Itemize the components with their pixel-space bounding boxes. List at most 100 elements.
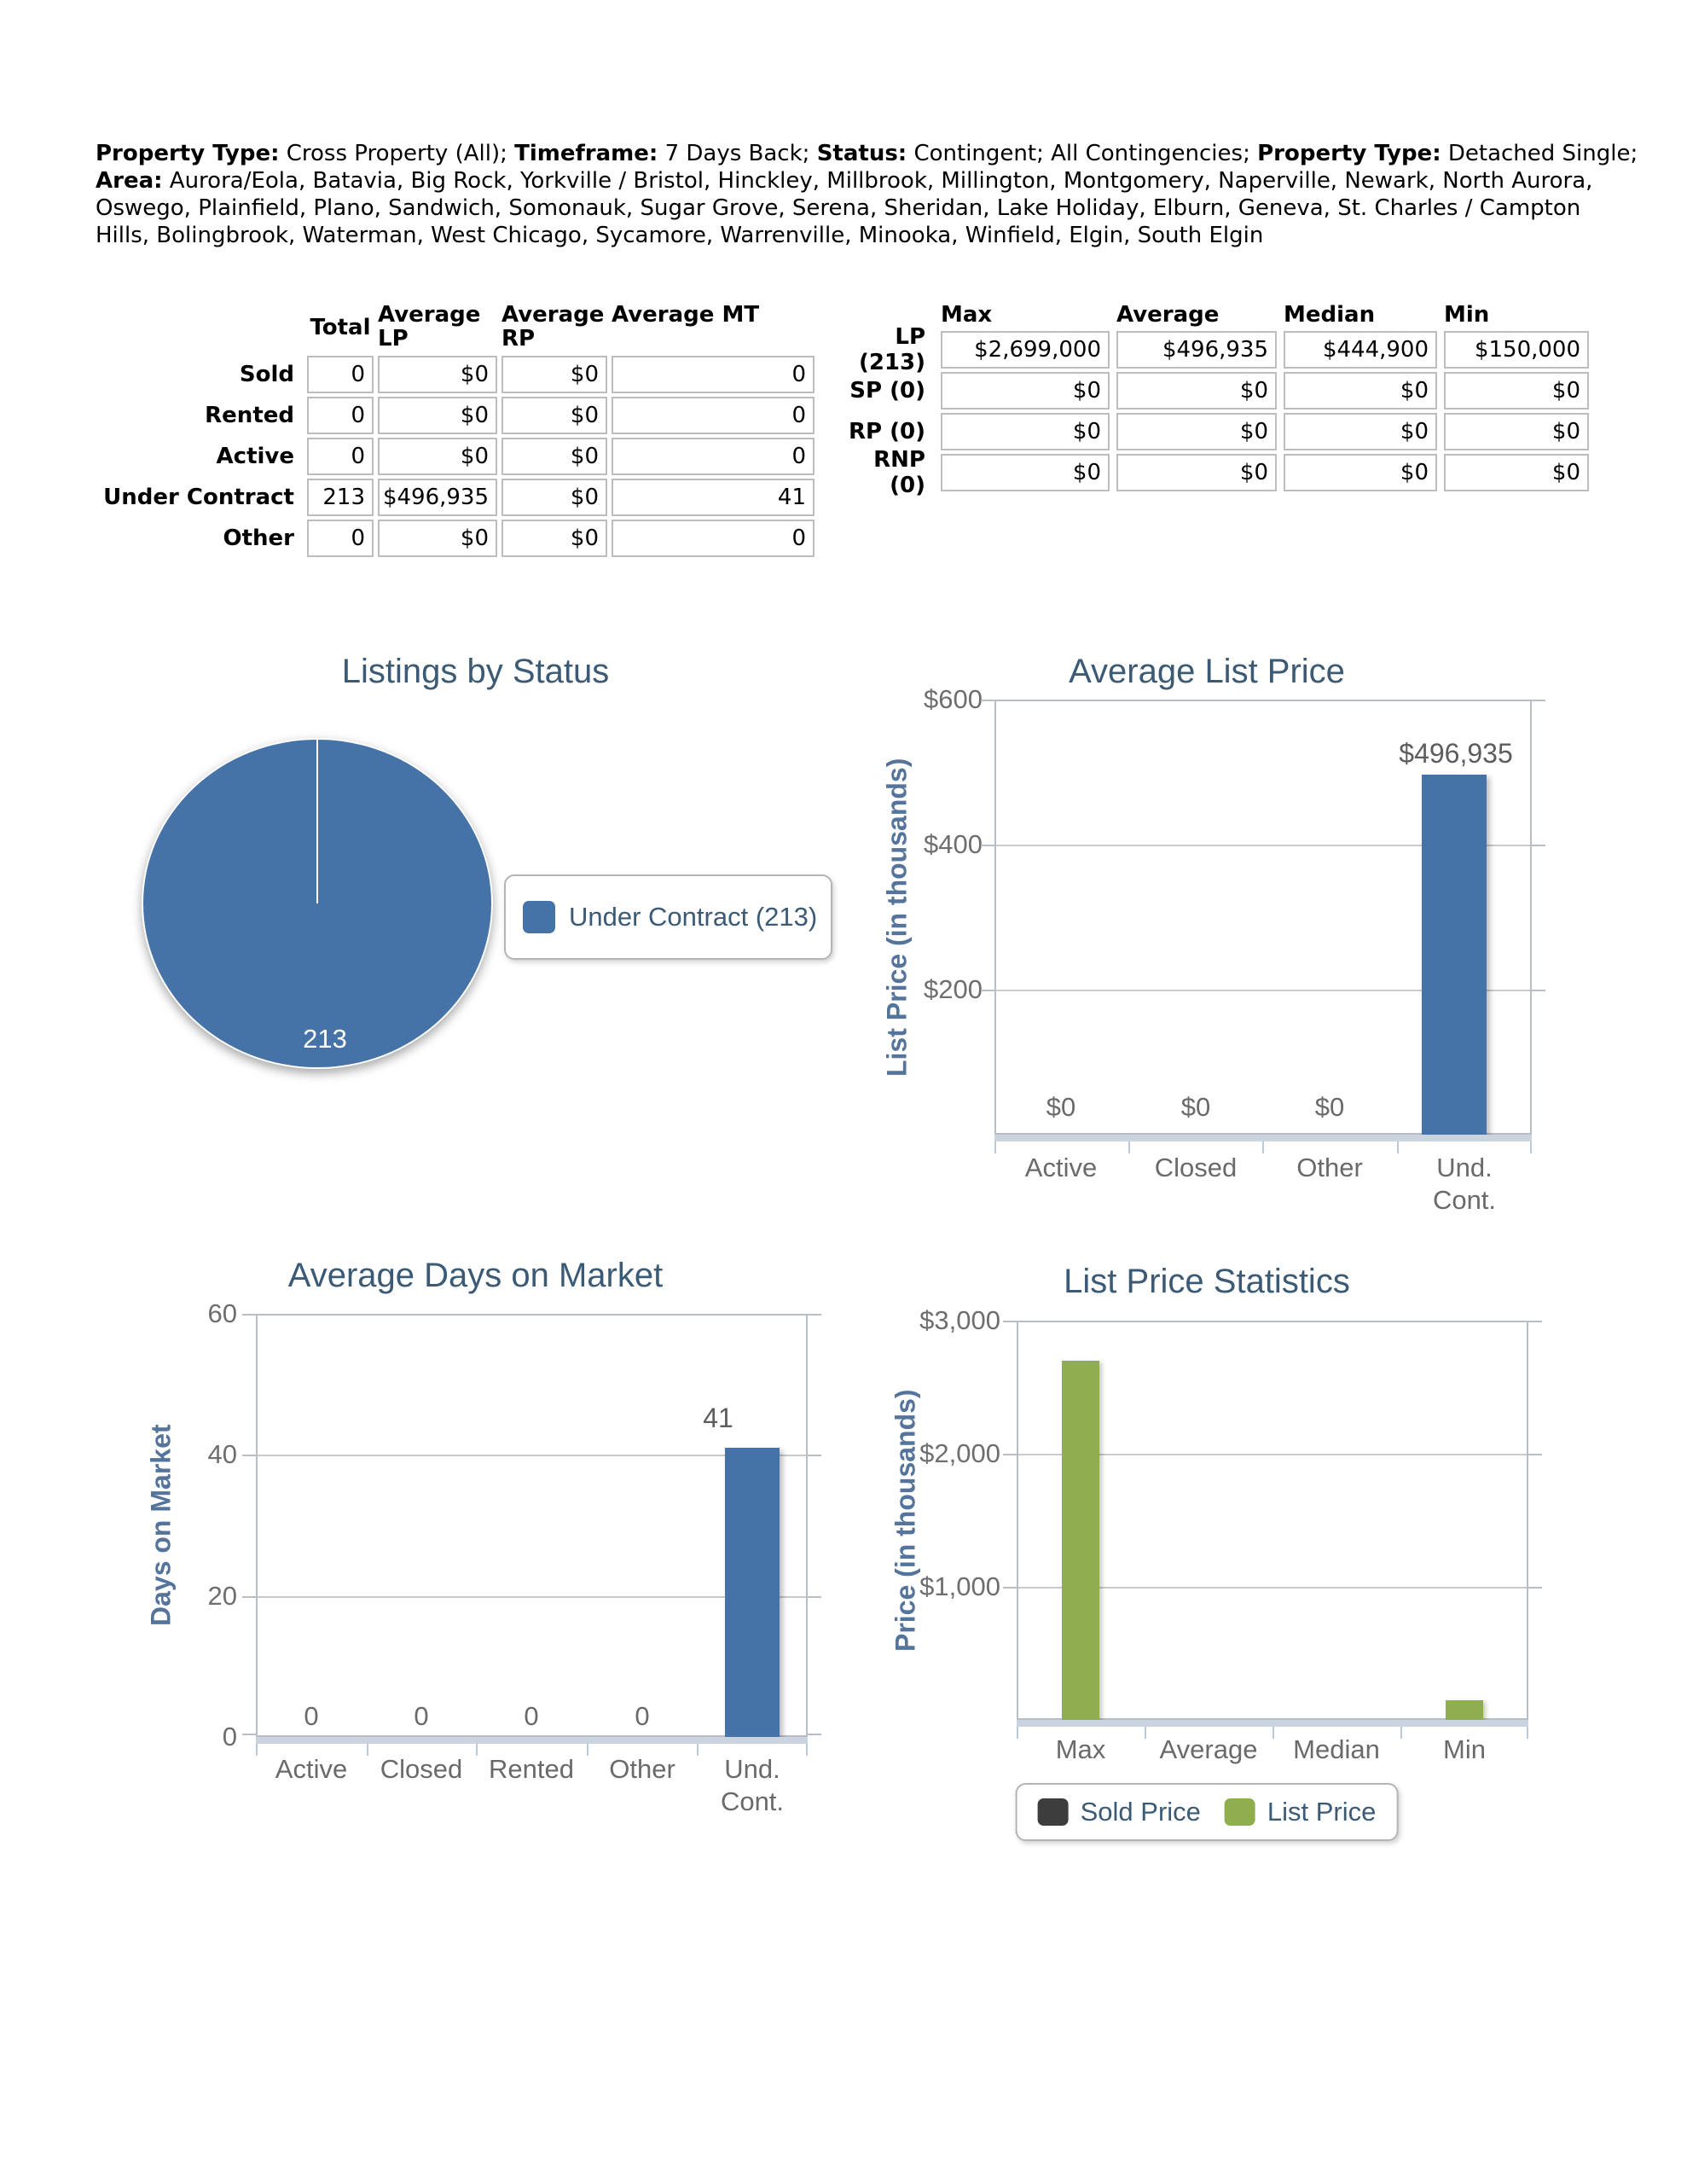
bar-value-label: $496,935: [1399, 738, 1513, 769]
bar-und-cont-list-price: [1422, 775, 1487, 1135]
status-summary-table: Total Average LP Average RP Average MT S…: [98, 303, 815, 557]
chart-title: Average List Price: [1069, 653, 1345, 690]
cell-rnp-average: $0: [1116, 454, 1277, 491]
list-price-legend-label: List Price: [1267, 1797, 1377, 1827]
gridline-400: [996, 845, 1530, 846]
col-header-average-mt: Average MT: [612, 302, 760, 328]
axis-tick: [1528, 1321, 1542, 1322]
zero-value-label-other: $0: [1314, 1092, 1345, 1122]
x-axis-tick: [587, 1744, 588, 1756]
col-header-total: Total: [310, 315, 371, 340]
y-tick-200: $200: [924, 974, 983, 1004]
criteria-area-label: Area:: [96, 168, 163, 194]
x-category-und-cont: Und. Cont.: [720, 1754, 785, 1816]
x-axis-tick: [256, 1744, 258, 1756]
criteria-property-type2-value: Detached Single;: [1441, 141, 1638, 166]
x-axis-tick: [367, 1744, 368, 1756]
axis-tick: [1528, 1587, 1542, 1589]
col-header-average-rp: Average RP: [501, 302, 605, 351]
cell-sp-average: $0: [1116, 372, 1277, 410]
listings-by-status-chart: Listings by Status 213 Under Contract (2…: [98, 640, 853, 1237]
chart-title: List Price Statistics: [1064, 1263, 1350, 1300]
axis-tick: [242, 1596, 256, 1598]
axis-tick: [1003, 1587, 1017, 1589]
x-category-rented: Rented: [489, 1754, 574, 1784]
cell-rp-max: $0: [941, 413, 1110, 450]
row-label-under-contract: Under Contract: [103, 485, 294, 510]
pie-slice-divider: [316, 740, 318, 903]
under-contract-swatch-icon: [523, 901, 555, 933]
y-tick-400: $400: [924, 829, 983, 859]
axis-tick: [808, 1314, 821, 1316]
criteria-timeframe-label: Timeframe:: [514, 141, 658, 166]
x-category-active: Active: [275, 1754, 348, 1784]
row-label-sp: SP (0): [849, 378, 925, 404]
row-label-lp: LP (213): [858, 324, 925, 375]
gridline-200: [996, 990, 1530, 991]
average-days-on-market-chart: Average Days on Market Days on Market 60…: [98, 1241, 853, 1924]
axis-tick: [808, 1455, 821, 1456]
pie-legend-label: Under Contract (213): [569, 902, 818, 932]
cell-lp-min: $150,000: [1444, 331, 1589, 369]
criteria-property-type-label: Property Type:: [96, 141, 280, 166]
zero-value-label-rented: 0: [524, 1701, 539, 1731]
cell-other-total: 0: [307, 520, 374, 557]
axis-tick: [1532, 990, 1545, 991]
plot-area: [242, 1314, 821, 1737]
cell-other-avg-lp: $0: [378, 520, 497, 557]
cell-rented-avg-lp: $0: [378, 397, 497, 434]
list-price-statistics-chart: List Price Statistics Price (in thousand…: [870, 1241, 1544, 1941]
cell-sp-median: $0: [1284, 372, 1437, 410]
x-axis-tick: [1272, 1727, 1274, 1739]
bar-min-list-price: [1446, 1700, 1483, 1720]
col-header-median: Median: [1284, 302, 1376, 328]
y-axis-label: List Price (in thousands): [881, 758, 913, 1077]
bar-max-list-price: [1062, 1361, 1099, 1720]
x-category-other: Other: [1296, 1153, 1363, 1182]
chart-title: Listings by Status: [341, 653, 610, 690]
pie-slice-value-label: 213: [303, 1024, 347, 1054]
axis-tick: [981, 845, 994, 846]
cell-active-avg-rp: $0: [501, 438, 607, 475]
zero-value-label-active: 0: [304, 1701, 319, 1731]
sold-price-swatch-icon: [1037, 1798, 1069, 1826]
report-criteria: Property Type: Cross Property (All); Tim…: [96, 140, 1639, 249]
zero-value-label-closed: 0: [414, 1701, 429, 1731]
cell-rp-min: $0: [1444, 413, 1589, 450]
y-tick-2000: $2,000: [919, 1438, 1000, 1468]
x-axis-baseline: [256, 1737, 808, 1744]
col-header-average-lp: Average LP: [378, 302, 481, 351]
row-label-other: Other: [223, 526, 295, 551]
row-label-rnp: RNP (0): [873, 447, 925, 498]
y-tick-0: 0: [222, 1722, 237, 1751]
x-axis-tick: [476, 1744, 478, 1756]
row-label-active: Active: [216, 444, 294, 469]
cell-other-avg-mt: 0: [612, 520, 815, 557]
x-axis-baseline: [1017, 1720, 1528, 1727]
cell-rnp-median: $0: [1284, 454, 1437, 491]
row-label-sold: Sold: [239, 362, 294, 387]
cell-rented-avg-mt: 0: [612, 397, 815, 434]
cell-lp-max: $2,699,000: [941, 331, 1110, 369]
cell-rnp-max: $0: [941, 454, 1110, 491]
cell-rented-avg-rp: $0: [501, 397, 607, 434]
col-header-max: Max: [941, 302, 993, 328]
x-axis-tick: [1017, 1727, 1018, 1739]
x-category-other: Other: [609, 1754, 675, 1784]
y-tick-600: $600: [924, 684, 983, 714]
gridline-2000: [1018, 1454, 1527, 1455]
price-stats-table: Max Average Median Min LP (213) $2,699,0…: [832, 302, 1589, 498]
x-axis-tick: [1262, 1141, 1264, 1153]
criteria-status-label: Status:: [816, 141, 907, 166]
cell-active-avg-lp: $0: [378, 438, 497, 475]
cell-sold-avg-mt: 0: [612, 356, 815, 393]
plot-area: [1003, 1321, 1542, 1720]
y-tick-3000: $3,000: [919, 1305, 1000, 1335]
axis-tick: [1003, 1454, 1017, 1455]
cell-other-avg-rp: $0: [501, 520, 607, 557]
cell-lp-average: $496,935: [1116, 331, 1277, 369]
axis-tick: [1003, 1321, 1017, 1322]
criteria-property-type-value: Cross Property (All);: [279, 141, 515, 166]
x-category-max: Max: [1055, 1734, 1106, 1764]
